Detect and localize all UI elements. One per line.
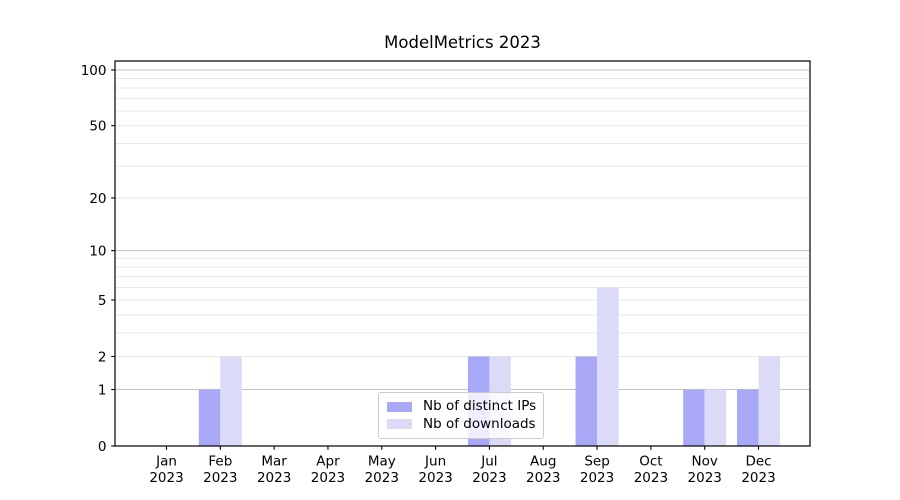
- plot-border: [114, 60, 811, 447]
- x-label-dec: Dec 2023: [741, 454, 775, 487]
- x-label-oct: Oct 2023: [634, 454, 668, 487]
- y-tick-label-2: 2: [98, 349, 107, 365]
- x-label-nov: Nov 2023: [688, 454, 722, 487]
- bar-nb-of-downloads-dec: [758, 356, 781, 446]
- chart-title: ModelMetrics 2023: [384, 33, 541, 52]
- legend: Nb of distinct IPs Nb of downloads: [378, 392, 544, 439]
- y-tick-label-100: 100: [81, 63, 107, 79]
- x-label-jul: Jul 2023: [472, 454, 506, 487]
- y-tick-label-1: 1: [98, 382, 107, 398]
- legend-item-downloads: Nb of downloads: [387, 415, 543, 432]
- x-label-jun: Jun 2023: [418, 454, 452, 487]
- bar-nb-of-distinct-ips-nov: [683, 389, 705, 446]
- legend-swatch-distinct-ips: [387, 401, 412, 412]
- bar-nb-of-distinct-ips-dec: [737, 389, 759, 446]
- legend-label-downloads: Nb of downloads: [423, 415, 536, 432]
- legend-item-distinct-ips: Nb of distinct IPs: [387, 398, 543, 414]
- y-tick-label-5: 5: [98, 293, 107, 309]
- x-label-apr: Apr 2023: [311, 454, 345, 487]
- x-label-sep: Sep 2023: [580, 454, 614, 487]
- bar-nb-of-distinct-ips-sep: [575, 356, 598, 446]
- bar-nb-of-distinct-ips-feb: [198, 389, 221, 446]
- y-tick-label-10: 10: [89, 243, 106, 259]
- bar-nb-of-downloads-feb: [220, 356, 242, 446]
- legend-swatch-downloads: [387, 419, 412, 430]
- bar-nb-of-downloads-nov: [704, 389, 727, 446]
- bar-nb-of-downloads-sep: [597, 287, 619, 446]
- x-label-mar: Mar 2023: [257, 454, 291, 487]
- y-tick-label-0: 0: [98, 439, 107, 455]
- x-label-aug: Aug 2023: [526, 454, 560, 487]
- x-label-feb: Feb 2023: [203, 454, 237, 487]
- y-tick-label-50: 50: [89, 118, 106, 134]
- x-label-jan: Jan 2023: [149, 454, 183, 487]
- y-tick-label-20: 20: [89, 191, 106, 207]
- x-label-may: May 2023: [365, 454, 399, 487]
- legend-label-distinct-ips: Nb of distinct IPs: [423, 398, 537, 414]
